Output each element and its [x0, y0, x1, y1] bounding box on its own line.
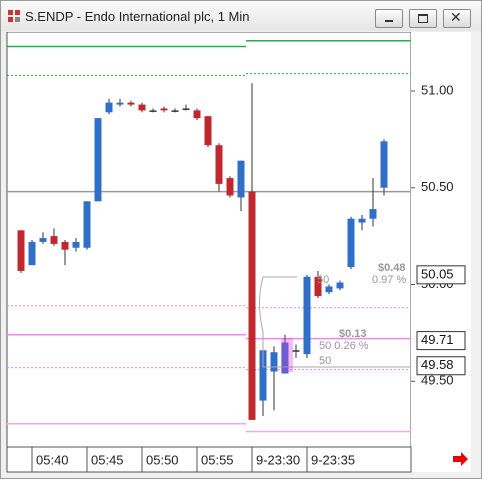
candle-body: [72, 241, 80, 248]
price-marker-label: 50.05: [421, 266, 454, 281]
candle-body: [39, 238, 47, 242]
x-tick-label: 05:50: [146, 452, 179, 467]
candle-body: [182, 108, 190, 110]
measure-tool: [259, 276, 411, 368]
price-marker: [416, 331, 466, 351]
candle-body: [193, 110, 201, 119]
chart: 49.5050.0050.5051.0005:4005:4505:5005:55…: [1, 32, 481, 478]
title-bar: S.ENDP - Endo International plc, 1 Min ✕: [1, 1, 481, 31]
candle-body: [358, 218, 366, 223]
x-tick-label: 05:55: [201, 452, 234, 467]
candle-body: [215, 145, 223, 184]
plot-area: [6, 32, 412, 448]
candle-body: [204, 116, 212, 146]
candle-body: [303, 276, 311, 355]
candle-body: [138, 104, 146, 111]
app-icon: [8, 10, 20, 22]
price-marker-label: 49.58: [421, 357, 454, 372]
candle-body: [83, 201, 91, 248]
candle-body: [248, 191, 256, 420]
y-tick-label: 51.00: [421, 82, 454, 97]
candle-body: [259, 350, 267, 401]
annotation: 0.97 %: [372, 274, 406, 286]
candle-body: [325, 286, 333, 293]
candle-body: [237, 160, 245, 198]
minimize-button[interactable]: [375, 9, 403, 28]
maximize-button[interactable]: [409, 9, 437, 28]
candle-body: [281, 342, 289, 374]
candle-body: [17, 230, 25, 271]
y-tick-label: 49.50: [421, 373, 454, 388]
price-axis: [411, 32, 471, 472]
candle-body: [270, 352, 278, 372]
window-title: S.ENDP - Endo International plc, 1 Min: [25, 9, 250, 24]
candle-body: [380, 141, 388, 188]
price-marker: [416, 356, 466, 376]
highlight: [281, 338, 293, 372]
price-marker-label: 49.71: [421, 332, 454, 347]
x-tick-label: 9-23:30: [256, 452, 300, 467]
candle-body: [94, 118, 102, 202]
x-tick-label: 05:45: [91, 452, 124, 467]
annotation: $0.13: [339, 328, 367, 340]
candle-body: [292, 350, 300, 352]
candle-body: [116, 102, 124, 105]
candle-body: [127, 102, 135, 105]
annotation: 50: [319, 355, 331, 367]
candle-body: [149, 110, 157, 112]
candle-body: [226, 178, 234, 196]
scroll-arrow[interactable]: [453, 452, 468, 466]
x-tick-label: 9-23:35: [311, 452, 355, 467]
close-button[interactable]: ✕: [443, 9, 471, 28]
x-tick-label: 05:40: [36, 452, 69, 467]
candle-body: [314, 276, 322, 297]
candle-body: [50, 236, 58, 244]
price-marker: [416, 265, 466, 285]
y-tick-label: 50.50: [421, 179, 454, 194]
candle-body: [160, 108, 168, 111]
candle-body: [28, 241, 36, 266]
time-axis: [6, 446, 412, 473]
annotation: 50 0.26 %: [319, 340, 369, 352]
candle-body: [336, 282, 344, 289]
annotation: $0.48: [378, 262, 406, 274]
candle-body: [61, 241, 69, 250]
annotation: 50: [317, 274, 329, 286]
candle-body: [347, 218, 355, 268]
candle-body: [171, 110, 179, 112]
candle-body: [105, 102, 113, 113]
candle-body: [369, 209, 377, 219]
